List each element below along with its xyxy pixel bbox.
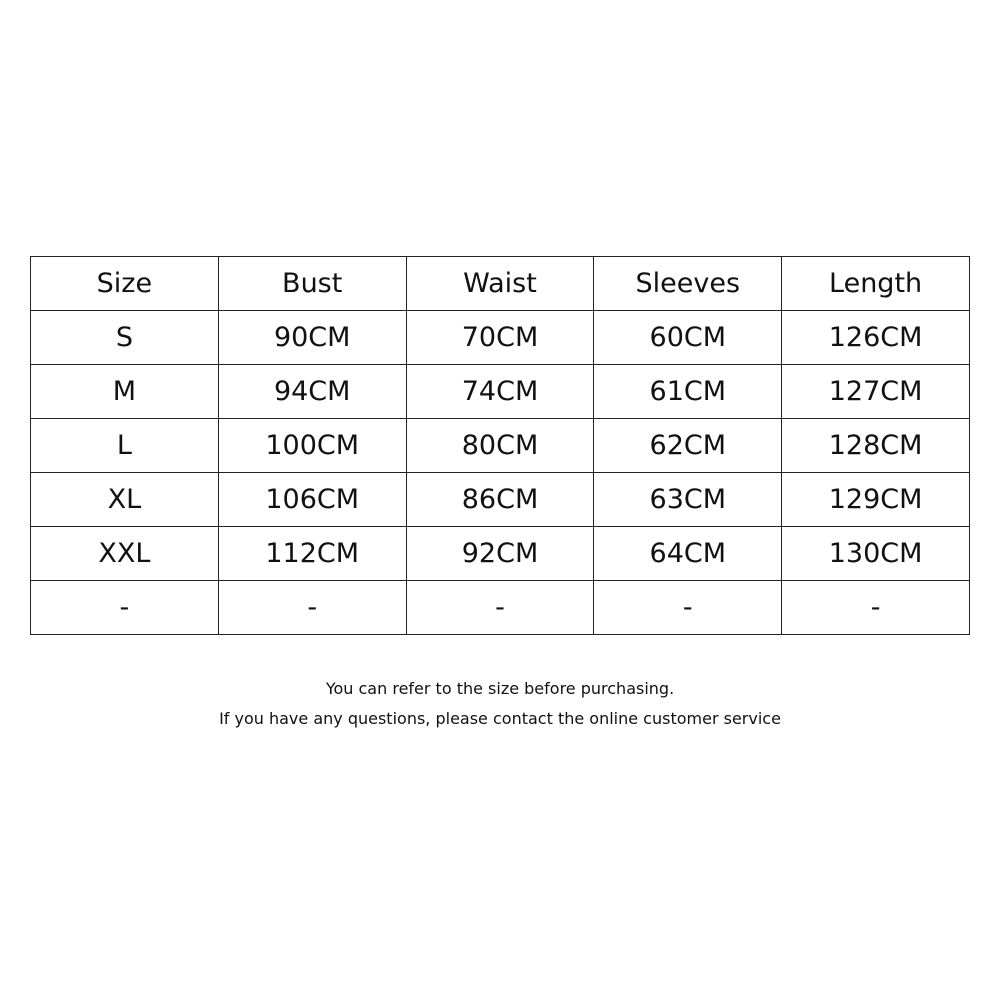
table-row: S 90CM 70CM 60CM 126CM: [30, 310, 970, 365]
table-cell: 63CM: [593, 472, 783, 527]
table-cell: 126CM: [781, 310, 970, 365]
header-cell: Sleeves: [593, 256, 783, 311]
header-cell: Length: [781, 256, 970, 311]
table-cell: 106CM: [217, 472, 407, 527]
table-cell: 80CM: [405, 418, 595, 473]
table-cell: 61CM: [593, 364, 783, 419]
size-table: Size Bust Waist Sleeves Length S 90CM 70CM 60CM 1…: [30, 256, 970, 635]
table-cell: 92CM: [405, 526, 595, 581]
table-cell: 94CM: [217, 364, 407, 419]
note-line: If you have any questions, please contac…: [219, 709, 781, 728]
table-row: XL 106CM 86CM 63CM 129CM: [30, 472, 970, 527]
header-cell: Size: [30, 256, 219, 311]
table-cell: -: [217, 580, 407, 635]
table-cell: L: [30, 418, 219, 473]
table-cell: 74CM: [405, 364, 595, 419]
note-line: You can refer to the size before purchas…: [325, 679, 675, 698]
table-cell: -: [593, 580, 783, 635]
table-cell: M: [30, 364, 219, 419]
table-cell: -: [30, 580, 219, 635]
table-cell: XL: [30, 472, 219, 527]
table-cell: -: [781, 580, 970, 635]
table-row: XXL 112CM 92CM 64CM 130CM: [30, 526, 970, 581]
table-cell: 128CM: [781, 418, 970, 473]
table-cell: S: [30, 310, 219, 365]
table-cell: 130CM: [781, 526, 970, 581]
table-cell: 60CM: [593, 310, 783, 365]
header-cell: Waist: [405, 256, 595, 311]
table-cell: -: [405, 580, 595, 635]
table-cell: 112CM: [217, 526, 407, 581]
table-cell: 86CM: [405, 472, 595, 527]
table-row: L 100CM 80CM 62CM 128CM: [30, 418, 970, 473]
header-cell: Bust: [217, 256, 407, 311]
notes: You can refer to the size before purchas…: [0, 674, 1000, 734]
table-cell: 62CM: [593, 418, 783, 473]
table-row: M 94CM 74CM 61CM 127CM: [30, 364, 970, 419]
table-cell: XXL: [30, 526, 219, 581]
table-row: -----: [30, 580, 970, 635]
table-cell: 64CM: [593, 526, 783, 581]
header-row: Size Bust Waist Sleeves Length: [30, 256, 970, 311]
table-cell: 70CM: [405, 310, 595, 365]
table-cell: 90CM: [217, 310, 407, 365]
table-cell: 127CM: [781, 364, 970, 419]
table-cell: 129CM: [781, 472, 970, 527]
table-body: Size Bust Waist Sleeves Length S 90CM 70CM 60CM 1…: [30, 256, 970, 635]
table-cell: 100CM: [217, 418, 407, 473]
